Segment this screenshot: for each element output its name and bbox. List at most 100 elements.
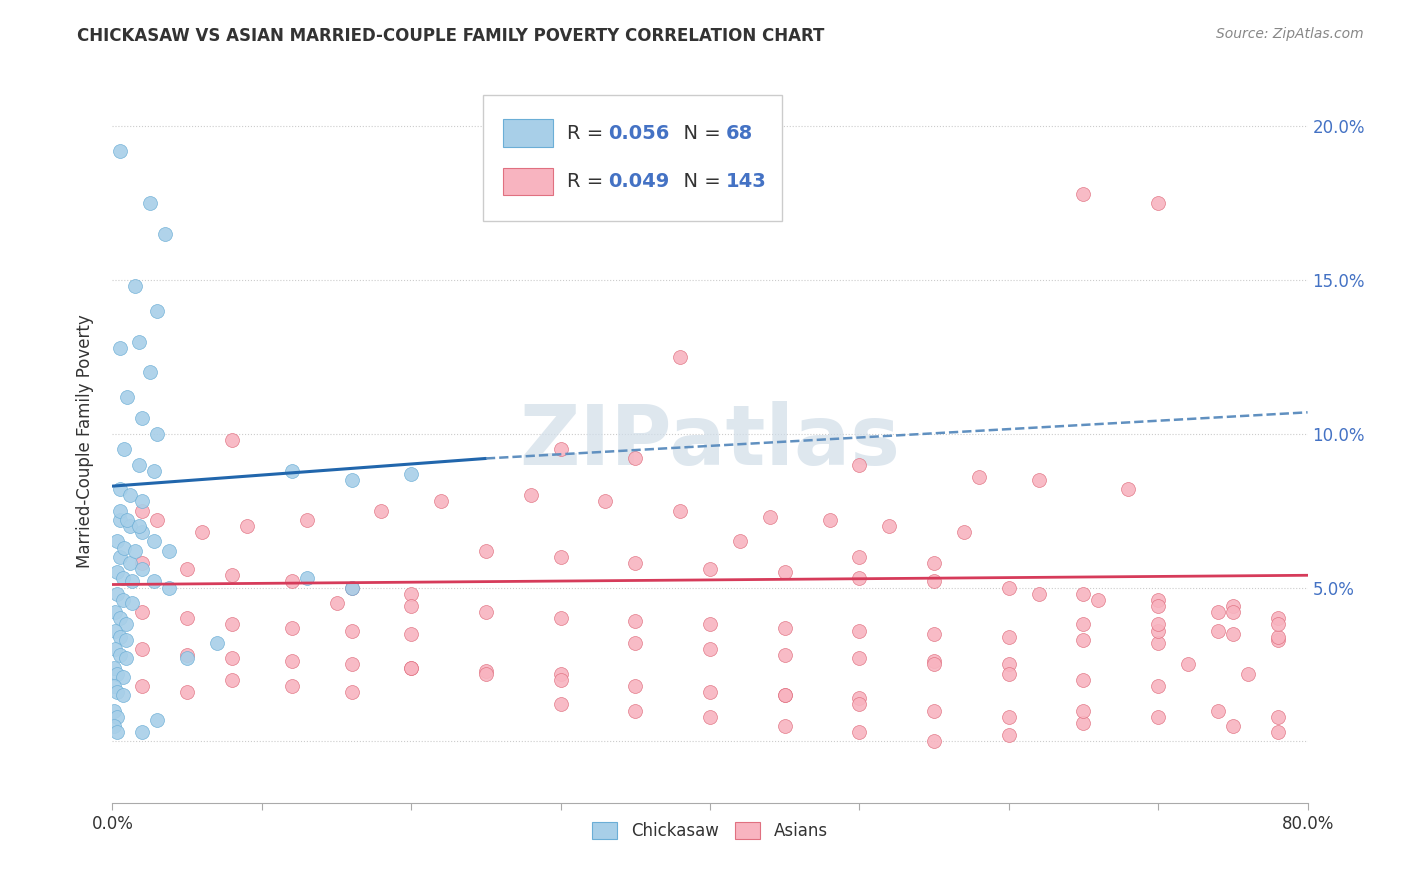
Point — [922, 556, 945, 570]
Point — [105, 725, 128, 739]
Point — [520, 488, 543, 502]
Point — [103, 719, 125, 733]
Point — [121, 574, 143, 589]
Point — [114, 442, 135, 457]
Point — [131, 494, 153, 508]
Point — [1267, 709, 1289, 723]
Point — [176, 562, 198, 576]
Point — [105, 587, 128, 601]
Point — [176, 651, 198, 665]
Point — [848, 698, 870, 712]
Point — [998, 581, 1021, 595]
Point — [128, 519, 150, 533]
Point — [1147, 593, 1170, 607]
Point — [1222, 626, 1244, 640]
Point — [104, 624, 127, 638]
Point — [108, 482, 131, 496]
Point — [146, 304, 169, 318]
Point — [699, 617, 721, 632]
Point — [236, 519, 259, 533]
Point — [550, 698, 572, 712]
Point — [998, 728, 1021, 742]
Point — [131, 725, 153, 739]
Point — [922, 704, 945, 718]
Text: 0.056: 0.056 — [609, 123, 669, 143]
Point — [550, 549, 572, 564]
Point — [922, 626, 945, 640]
Point — [104, 605, 127, 619]
Point — [922, 657, 945, 672]
Point — [699, 642, 721, 657]
Point — [340, 657, 363, 672]
Point — [773, 719, 796, 733]
Point — [340, 581, 363, 595]
Point — [105, 685, 128, 699]
Point — [773, 648, 796, 663]
Point — [922, 734, 945, 748]
Point — [103, 660, 125, 674]
Text: CHICKASAW VS ASIAN MARRIED-COUPLE FAMILY POVERTY CORRELATION CHART: CHICKASAW VS ASIAN MARRIED-COUPLE FAMILY… — [77, 27, 825, 45]
Point — [1206, 624, 1229, 638]
Point — [1147, 679, 1170, 693]
Point — [104, 642, 127, 657]
Point — [281, 464, 304, 478]
Point — [115, 617, 138, 632]
Point — [221, 617, 243, 632]
Point — [1073, 187, 1095, 202]
Point — [699, 709, 721, 723]
Point — [111, 688, 134, 702]
Point — [1267, 725, 1289, 739]
Point — [221, 568, 243, 582]
Point — [295, 571, 318, 585]
Point — [848, 624, 870, 638]
Point — [1073, 617, 1095, 632]
FancyBboxPatch shape — [503, 120, 554, 147]
Point — [1267, 617, 1289, 632]
Point — [550, 673, 572, 687]
Point — [1222, 599, 1244, 613]
Point — [1267, 630, 1289, 644]
Point — [1267, 611, 1289, 625]
Point — [401, 660, 423, 674]
Point — [143, 464, 166, 478]
Text: R =: R = — [567, 172, 609, 191]
Point — [401, 599, 423, 613]
Point — [105, 709, 128, 723]
Point — [131, 679, 153, 693]
Point — [131, 504, 153, 518]
Point — [1028, 587, 1050, 601]
Point — [117, 513, 139, 527]
Legend: Chickasaw, Asians: Chickasaw, Asians — [583, 814, 837, 848]
Point — [146, 513, 169, 527]
Point — [669, 504, 692, 518]
Point — [139, 196, 162, 211]
Point — [117, 390, 139, 404]
Point — [475, 543, 498, 558]
Point — [773, 688, 796, 702]
Point — [1177, 657, 1199, 672]
Point — [1073, 632, 1095, 647]
Point — [401, 626, 423, 640]
Point — [143, 534, 166, 549]
Point — [998, 657, 1021, 672]
Point — [1073, 704, 1095, 718]
Point — [111, 571, 134, 585]
Point — [1267, 632, 1289, 647]
Point — [1087, 593, 1109, 607]
Point — [205, 636, 228, 650]
Point — [401, 587, 423, 601]
Text: 143: 143 — [725, 172, 766, 191]
Point — [340, 685, 363, 699]
Point — [121, 596, 143, 610]
Point — [114, 541, 135, 555]
Point — [624, 636, 647, 650]
Text: ZIPatlas: ZIPatlas — [520, 401, 900, 482]
Point — [281, 574, 304, 589]
Point — [1147, 617, 1170, 632]
Point — [131, 525, 153, 540]
Point — [624, 556, 647, 570]
Point — [953, 525, 976, 540]
Point — [773, 621, 796, 635]
Text: R =: R = — [567, 123, 609, 143]
Text: Source: ZipAtlas.com: Source: ZipAtlas.com — [1216, 27, 1364, 41]
